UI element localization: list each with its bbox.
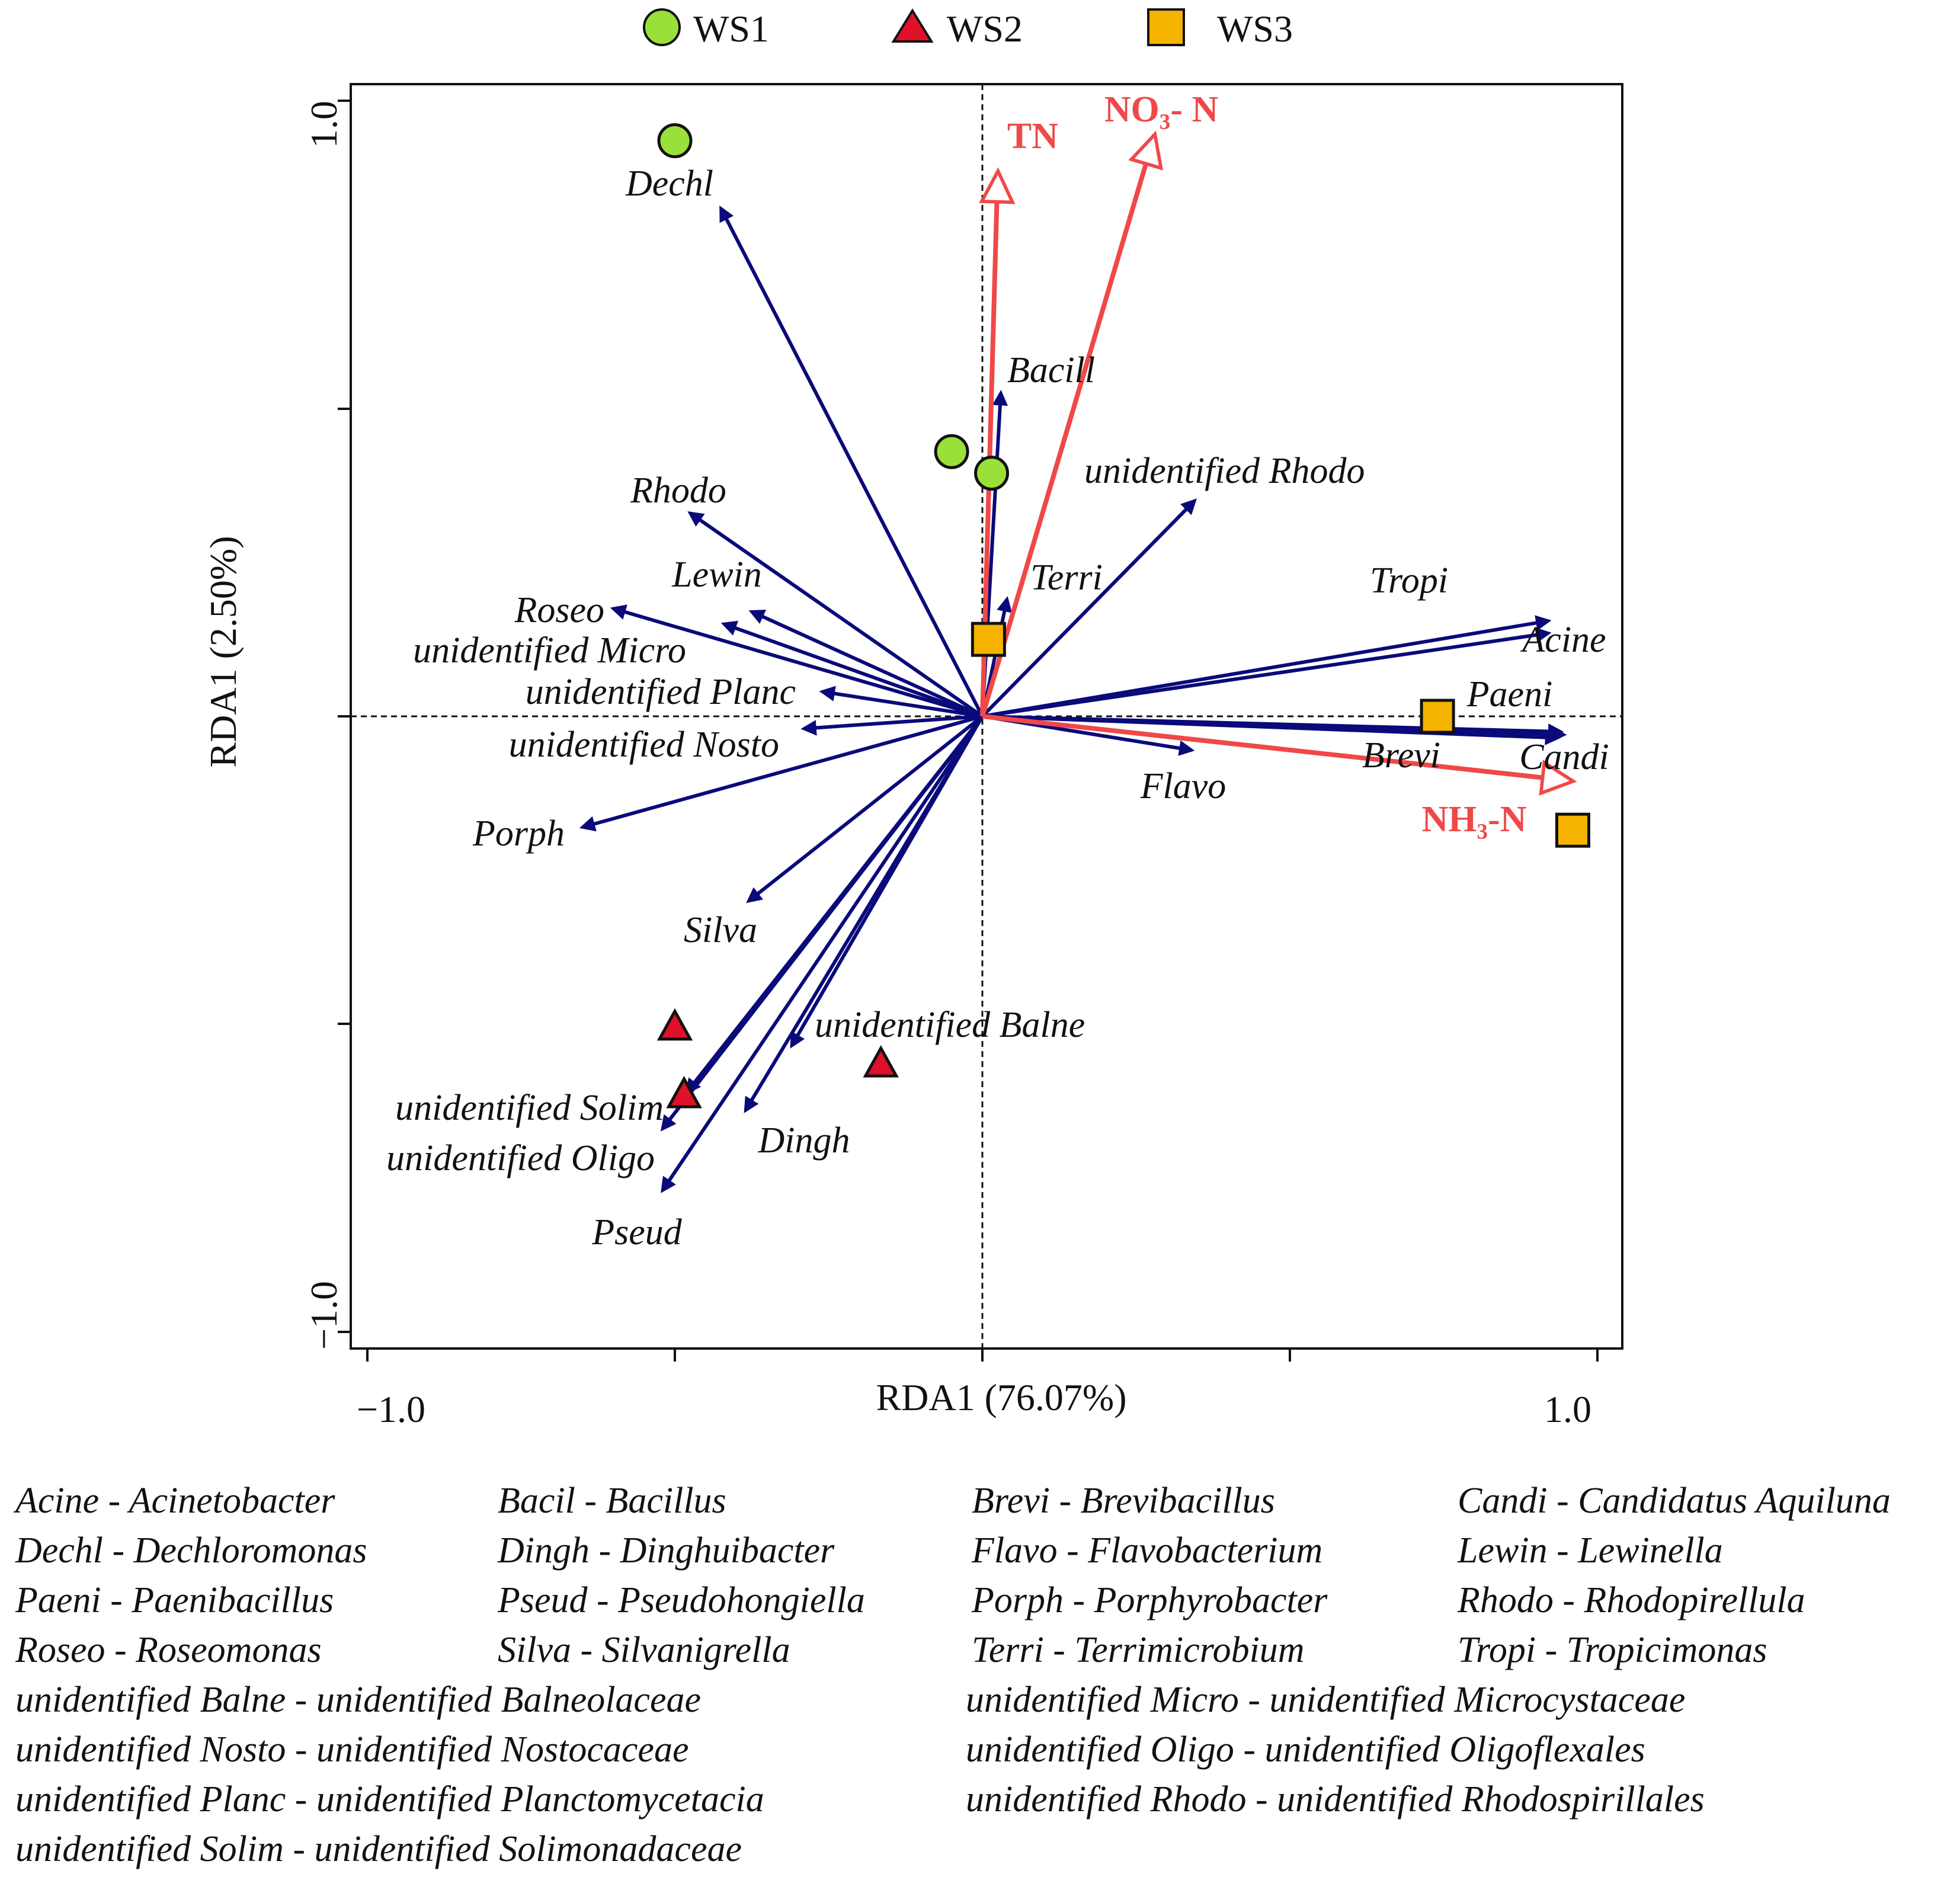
- sample-ws3-3: [1555, 812, 1590, 848]
- env-label-nh-n: NH₃-N: [1421, 799, 1526, 840]
- abbreviation-lewin: Lewin - Lewinella: [1458, 1530, 1723, 1571]
- species-label-pseud: Pseud: [591, 1212, 683, 1253]
- vector-labels: Dechl Bacill unidentified Rhodo Rhodo Lewin R…: [386, 89, 1609, 1253]
- species-arrow-porph: [579, 715, 983, 832]
- legend-label-ws2: WS2: [947, 8, 1023, 50]
- species-arrow-pseud: [661, 715, 984, 1193]
- abbreviation-brevi: Brevi - Brevibacillus: [972, 1481, 1275, 1521]
- species-arrow-dingh: [744, 715, 984, 1113]
- sample-ws2-3: [863, 1045, 899, 1078]
- species-label-silva: Silva: [684, 910, 757, 950]
- species-label-brevi: Brevi: [1362, 735, 1440, 776]
- species-label-unidentified-rhodo: unidentified Rhodo: [1084, 451, 1365, 491]
- sample-ws3-1: [971, 622, 1006, 657]
- legend: WS1 WS2 WS3: [643, 8, 1293, 50]
- species-arrow-roseo: [610, 604, 983, 718]
- sample-ws2-1: [656, 1008, 693, 1041]
- species-label-lewin: Lewin: [671, 555, 762, 595]
- species-label-bacill: Bacill: [1007, 350, 1095, 390]
- species-label-acine: Acine: [1520, 620, 1606, 660]
- abbreviation-unidentified-solim: unidentified Solim - unidentified Solimo…: [15, 1829, 742, 1869]
- axis-ticks: [338, 100, 1599, 1362]
- x-tick-label-max: 1.0: [1544, 1388, 1591, 1430]
- species-label-unidentified-solim: unidentified Solim: [395, 1088, 664, 1128]
- abbreviation-bacil: Bacil - Bacillus: [498, 1481, 726, 1521]
- sample-ws3-2: [1420, 699, 1455, 734]
- sample-ws1-1: [657, 123, 693, 159]
- species-arrow-candi: [982, 715, 1567, 742]
- species-label-rhodo: Rhodo: [630, 470, 726, 511]
- y-tick-label-max: 1.0: [303, 101, 345, 148]
- abbreviation-silva: Silva - Silvanigrella: [498, 1630, 790, 1670]
- legend-marker-ws3: [1147, 8, 1185, 46]
- legend-marker-ws2: [891, 8, 934, 43]
- species-arrow-unidentified-rhodo: [981, 498, 1197, 718]
- abbreviation-unidentified-rhodo: unidentified Rhodo - unidentified Rhodos…: [966, 1779, 1705, 1820]
- env-label-tn: TN: [1007, 116, 1058, 156]
- species-arrow-unidentified-planc: [819, 686, 983, 718]
- species-label-unidentified-micro: unidentified Micro: [413, 630, 686, 671]
- species-label-candi: Candi: [1519, 737, 1609, 777]
- species-label-roseo: Roseo: [514, 590, 604, 630]
- abbreviation-flavo: Flavo - Flavobacterium: [972, 1530, 1323, 1571]
- species-label-unidentified-oligo: unidentified Oligo: [386, 1138, 655, 1178]
- species-label-dingh: Dingh: [758, 1120, 850, 1161]
- abbreviation-key: Acine - Acinetobacter Bacil - Bacillus Bre…: [0, 1446, 1960, 1877]
- species-label-unidentified-nosto: unidentified Nosto: [509, 725, 779, 765]
- species-label-unidentified-balne: unidentified Balne: [815, 1005, 1085, 1045]
- sample-ws2-2: [666, 1075, 702, 1109]
- x-tick-label-min: −1.0: [357, 1388, 425, 1430]
- species-arrow-unidentified-oligo: [660, 715, 984, 1132]
- species-label-flavo: Flavo: [1140, 766, 1226, 806]
- abbreviation-unidentified-nosto: unidentified Nosto - unidentified Nostoc…: [15, 1729, 689, 1770]
- sample-points: [656, 123, 1590, 1109]
- env-label-no-n: NO₃- N: [1104, 89, 1219, 130]
- abbreviation-dechl: Dechl - Dechloromonas: [15, 1530, 367, 1571]
- species-arrow-lewin: [748, 609, 984, 718]
- species-label-paeni: Paeni: [1466, 674, 1553, 715]
- abbreviation-unidentified-planc: unidentified Planc - unidentified Planct…: [15, 1779, 764, 1820]
- abbreviation-unidentified-micro: unidentified Micro - unidentified Microc…: [966, 1680, 1686, 1720]
- abbreviation-rhodo: Rhodo - Rhodopirellula: [1458, 1580, 1805, 1620]
- legend-marker-ws1: [643, 8, 681, 46]
- legend-label-ws1: WS1: [693, 8, 769, 50]
- abbreviation-tropi: Tropi - Tropicimonas: [1458, 1630, 1767, 1670]
- abbreviation-unidentified-oligo: unidentified Oligo - unidentified Oligof…: [966, 1729, 1645, 1770]
- species-arrow-tropi: [982, 615, 1552, 718]
- species-arrow-unidentified-micro: [720, 620, 984, 718]
- env-arrow-no-n: [980, 130, 1164, 718]
- species-arrow-acine: [982, 627, 1552, 718]
- abbreviation-pseud: Pseud - Pseudohongiella: [498, 1580, 865, 1620]
- species-arrow-unidentified-nosto: [800, 715, 983, 736]
- abbreviation-acine: Acine - Acinetobacter: [15, 1481, 335, 1521]
- abbreviation-dingh: Dingh - Dinghuibacter: [498, 1530, 835, 1571]
- legend-label-ws3: WS3: [1217, 8, 1293, 50]
- species-arrow-rhodo: [687, 511, 984, 718]
- abbreviation-unidentified-balne: unidentified Balne - unidentified Balneo…: [15, 1680, 701, 1720]
- species-arrow-silva: [746, 715, 984, 904]
- abbreviation-candi: Candi - Candidatus Aquiluna: [1458, 1481, 1891, 1521]
- y-tick-label-min: −1.0: [303, 1281, 345, 1350]
- abbreviation-roseo: Roseo - Roseomonas: [15, 1630, 322, 1670]
- abbreviation-porph: Porph - Porphyrobacter: [972, 1580, 1328, 1620]
- species-label-terri: Terri: [1030, 558, 1103, 598]
- species-arrow-dechl: [719, 205, 984, 718]
- sample-ws1-3: [974, 456, 1010, 491]
- species-label-tropi: Tropi: [1370, 560, 1448, 601]
- x-axis-title: RDA1 (76.07%): [876, 1376, 1126, 1418]
- sample-ws1-2: [934, 434, 969, 469]
- species-label-unidentified-planc: unidentified Planc: [526, 672, 796, 712]
- species-label-dechl: Dechl: [625, 164, 713, 204]
- abbreviation-terri: Terri - Terrimicrobium: [972, 1630, 1305, 1670]
- rda-biplot: −1.0 1.0 1.0 −1.0 RDA1 (76.07%) RDA1 (2.…: [202, 8, 1623, 1430]
- env-arrow-nh-n: [982, 714, 1577, 796]
- y-axis-title: RDA1 (2.50%): [202, 536, 244, 767]
- abbreviation-paeni: Paeni - Paenibacillus: [15, 1580, 334, 1620]
- species-label-porph: Porph: [472, 813, 565, 854]
